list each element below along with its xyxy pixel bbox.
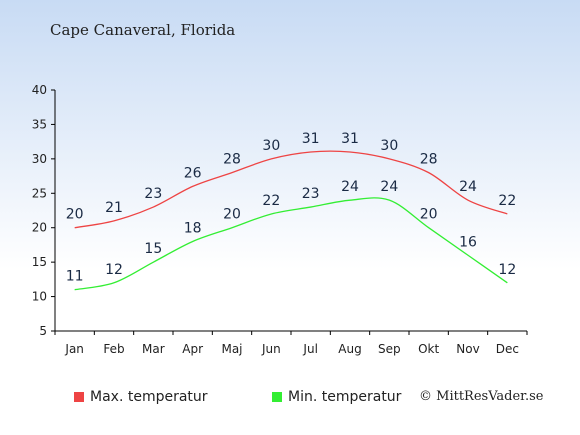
y-tick-label: 5	[39, 324, 47, 338]
data-label-max: 20	[66, 207, 84, 223]
data-label-min: 24	[341, 179, 359, 195]
data-label-min: 22	[262, 193, 280, 209]
credit-text: © MittResVader.se	[419, 389, 544, 404]
series-line-min	[74, 197, 508, 291]
y-tick-label: 15	[32, 255, 47, 269]
legend-swatch-min	[272, 392, 282, 402]
legend-item-max: Max. temperatur	[74, 389, 208, 405]
data-label-min: 20	[420, 207, 438, 223]
data-label-min: 18	[184, 220, 202, 236]
y-tick-label: 35	[32, 117, 47, 131]
legend-item-min: Min. temperatur	[272, 389, 401, 405]
data-label-max: 26	[184, 165, 202, 181]
legend-swatch-max	[74, 392, 84, 402]
y-tick-label: 25	[32, 186, 47, 200]
y-tick-label: 30	[32, 152, 47, 166]
y-tick-label: 40	[32, 83, 47, 97]
x-tick-label: Feb	[103, 342, 124, 356]
data-label-min: 23	[302, 186, 320, 202]
x-tick-label: Nov	[456, 342, 479, 356]
data-label-min: 15	[144, 241, 162, 257]
x-tick-label: Mar	[142, 342, 165, 356]
data-label-min: 24	[380, 179, 398, 195]
x-tick-label: Sep	[378, 342, 401, 356]
y-tick-label: 10	[32, 290, 47, 304]
data-label-max: 22	[498, 193, 516, 209]
x-tick-label: Okt	[418, 342, 439, 356]
legend-label-max: Max. temperatur	[90, 389, 208, 405]
x-tick-label: Dec	[496, 342, 519, 356]
series-line-max	[74, 150, 508, 229]
data-label-min: 16	[459, 234, 477, 250]
data-label-min: 12	[105, 262, 123, 278]
data-label-min: 11	[66, 269, 84, 285]
data-label-max: 30	[380, 138, 398, 154]
data-label-max: 23	[144, 186, 162, 202]
x-tick-label: Maj	[221, 342, 242, 356]
data-label-max: 24	[459, 179, 477, 195]
chart-title: Cape Canaveral, Florida	[50, 21, 236, 39]
x-tick-label: Jun	[261, 342, 281, 356]
data-label-min: 12	[498, 262, 516, 278]
data-label-max: 31	[302, 131, 320, 147]
x-tick-label: Jul	[302, 342, 317, 356]
y-tick-label: 20	[32, 221, 47, 235]
x-tick-label: Apr	[182, 342, 203, 356]
x-tick-label: Jan	[64, 342, 84, 356]
x-tick-label: Aug	[338, 342, 361, 356]
data-label-min: 20	[223, 207, 241, 223]
data-label-max: 28	[223, 152, 241, 168]
data-label-max: 31	[341, 131, 359, 147]
legend-label-min: Min. temperatur	[288, 389, 402, 405]
data-label-max: 28	[420, 152, 438, 168]
data-label-max: 21	[105, 200, 123, 216]
data-label-max: 30	[262, 138, 280, 154]
